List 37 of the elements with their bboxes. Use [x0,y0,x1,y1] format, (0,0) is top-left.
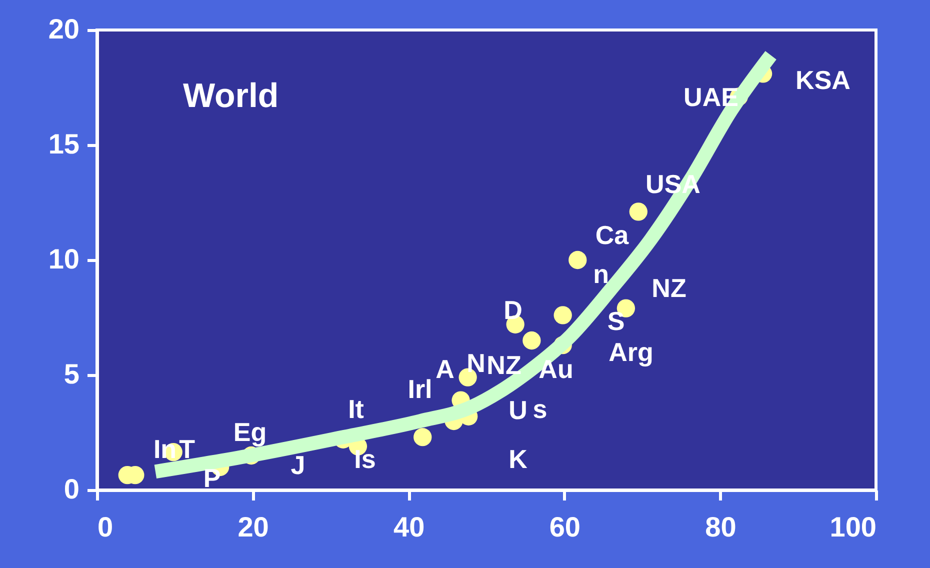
x-tick-label: 0 [98,512,114,542]
annotation: K [508,444,528,474]
point [414,428,432,446]
y-tick-label: 20 [48,14,80,44]
point [522,331,541,350]
annotation: KSA [796,65,851,95]
point [568,250,587,270]
annotation: Ca [595,220,630,250]
annotation: Irl [408,374,432,404]
annotation: NZ [486,350,522,380]
annotation: S [607,306,625,336]
annotation: P [203,463,221,493]
annotation: n [593,259,609,289]
x-tick-label: 100 [830,512,876,542]
annotation: N [466,348,486,378]
x-tick-label: 80 [705,512,736,542]
text: World [183,77,279,115]
annotation: Au [538,354,574,384]
annotation: It [348,394,364,424]
x-tick-label: 60 [549,512,580,542]
x-tick-label: 20 [238,512,269,542]
x-tick-label: 40 [394,512,425,542]
annotation: s [532,394,548,424]
annotation: NZ [652,273,686,303]
point [554,306,572,324]
point [629,202,648,221]
annotation: J [290,450,306,480]
annotation: Arg [608,337,654,367]
y-tick-label: 5 [64,358,80,390]
annotation: U [508,395,528,425]
annotation: A [436,354,455,384]
y-tick-label: 10 [48,244,80,274]
annotation: Eg [233,417,267,447]
y-tick-label: 0 [64,474,80,504]
y-tick-label: 15 [48,128,80,160]
annotation: T [179,434,196,464]
annotation: Is [354,444,376,474]
